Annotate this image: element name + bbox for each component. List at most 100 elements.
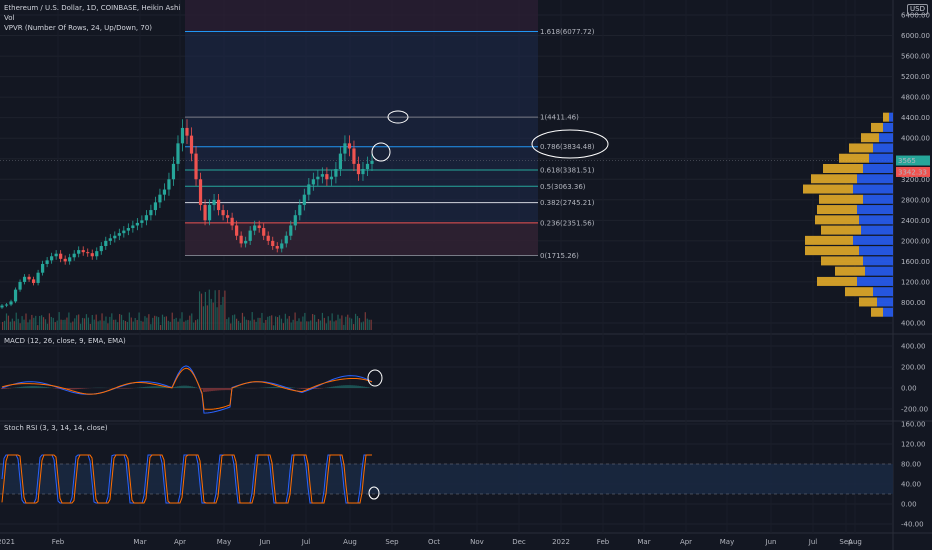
volume-bar [144, 316, 146, 330]
volume-bar [335, 320, 337, 330]
volume-bar [80, 323, 82, 330]
fib-level-label: 0(1715.26) [540, 252, 579, 260]
candle-body [329, 176, 333, 180]
volume-bar [136, 319, 138, 330]
vpvr-up-bar [883, 122, 893, 132]
legend-main[interactable]: Ethereum / U.S. Dollar, 1D, COINBASE, He… [4, 4, 181, 12]
candle-body [235, 225, 239, 236]
macd-histogram-bar [81, 388, 83, 389]
volume-bar [9, 321, 11, 330]
macd-histogram-bar [347, 385, 349, 388]
volume-bar [177, 321, 179, 330]
volume-bar [159, 324, 162, 330]
volume-bar [152, 317, 154, 330]
macd-histogram-bar [183, 385, 185, 388]
volume-bar [271, 315, 273, 330]
volume-bar [171, 312, 173, 330]
volume-bar [87, 317, 89, 330]
volume-bar [298, 318, 300, 330]
candle-body [230, 217, 234, 226]
macd-histogram-bar [173, 387, 175, 388]
volume-bar [83, 318, 86, 330]
candle-body [135, 222, 139, 226]
macd-histogram-bar [191, 386, 193, 388]
vpvr-down-bar [805, 235, 853, 245]
time-tick-label: Mar [133, 538, 146, 546]
macd-histogram-bar [329, 387, 331, 388]
volume-bar [99, 320, 101, 330]
volume-bar [317, 319, 320, 330]
macd-histogram-bar [213, 388, 215, 391]
vpvr-up-bar [863, 164, 893, 173]
volume-bar [327, 316, 329, 330]
volume-bar [15, 312, 17, 330]
stoch-tick-label: 80.00 [901, 461, 921, 469]
candle-body [59, 253, 63, 259]
legend-stoch[interactable]: Stoch RSI (3, 3, 14, 14, close) [4, 424, 108, 432]
volume-bar [349, 317, 351, 330]
candle-body [41, 263, 45, 273]
volume-bar [249, 320, 251, 330]
candle-body [244, 240, 248, 244]
annotation-circle-fib [531, 129, 609, 159]
candle-body [216, 199, 221, 211]
volume-bar [158, 317, 160, 330]
currency-badge[interactable]: USD [907, 4, 928, 15]
volume-bar [333, 321, 335, 330]
macd-histogram-bar [209, 388, 211, 392]
macd-histogram-bar [275, 386, 277, 388]
vpvr-up-bar [863, 256, 893, 266]
time-axis: 2021FebMarAprMayJunJulAugSepOctNovDec202… [0, 538, 862, 546]
candle-body [293, 215, 297, 226]
macd-histogram-bar [77, 388, 79, 390]
volume-bar [212, 302, 214, 330]
macd-histogram-bar [21, 386, 23, 388]
time-tick-label: 2022 [552, 538, 570, 546]
candle-body [68, 257, 72, 262]
volume-bar [329, 320, 331, 330]
volume-bar [368, 319, 370, 330]
volume-bar [3, 320, 6, 330]
time-tick-label: Jun [259, 538, 271, 546]
volume-bar [193, 322, 195, 330]
volume-bar [306, 321, 308, 330]
volume-bar [179, 318, 181, 330]
volume-bar [261, 312, 263, 330]
candle-body [27, 276, 31, 280]
volume-bar [290, 322, 292, 330]
volume-bar [64, 319, 66, 330]
volume-bar [70, 322, 72, 330]
volume-bar [253, 319, 255, 330]
volume-bar [169, 321, 171, 330]
price-tick-label: 4400.00 [901, 114, 930, 122]
macd-histogram-bar [223, 388, 225, 391]
volume-bar [85, 314, 88, 330]
fib-level-label: 0.382(2745.21) [540, 199, 595, 207]
volume-bar [370, 319, 372, 330]
volume-bar [308, 321, 310, 330]
legend-macd[interactable]: MACD (12, 26, close, 9, EMA, EMA) [4, 337, 126, 345]
volume-bar [232, 315, 234, 330]
candle-body [370, 160, 374, 164]
candle-body [122, 230, 126, 234]
volume-bar [119, 314, 121, 330]
volume-bar [187, 319, 189, 330]
candle-body [77, 250, 81, 254]
vpvr-up-bar [857, 174, 893, 184]
legend-vol[interactable]: Vol [4, 14, 15, 22]
time-tick-label: Aug [848, 538, 862, 546]
time-tick-label: Aug [343, 538, 357, 546]
volume-bar [93, 319, 95, 330]
vpvr-up-bar [869, 153, 893, 163]
macd-histogram-bar [143, 386, 145, 388]
volume-bar [105, 316, 107, 330]
candle-body [253, 225, 257, 231]
legend-vpvr[interactable]: VPVR (Number Of Rows, 24, Up/Down, 70) [4, 24, 153, 32]
macd-histogram-bar [351, 385, 353, 388]
volume-bar [315, 321, 318, 330]
volume-bar [54, 322, 56, 330]
macd-histogram-bar [145, 386, 147, 388]
volume-bar [161, 314, 164, 330]
volume-bar [353, 324, 355, 330]
